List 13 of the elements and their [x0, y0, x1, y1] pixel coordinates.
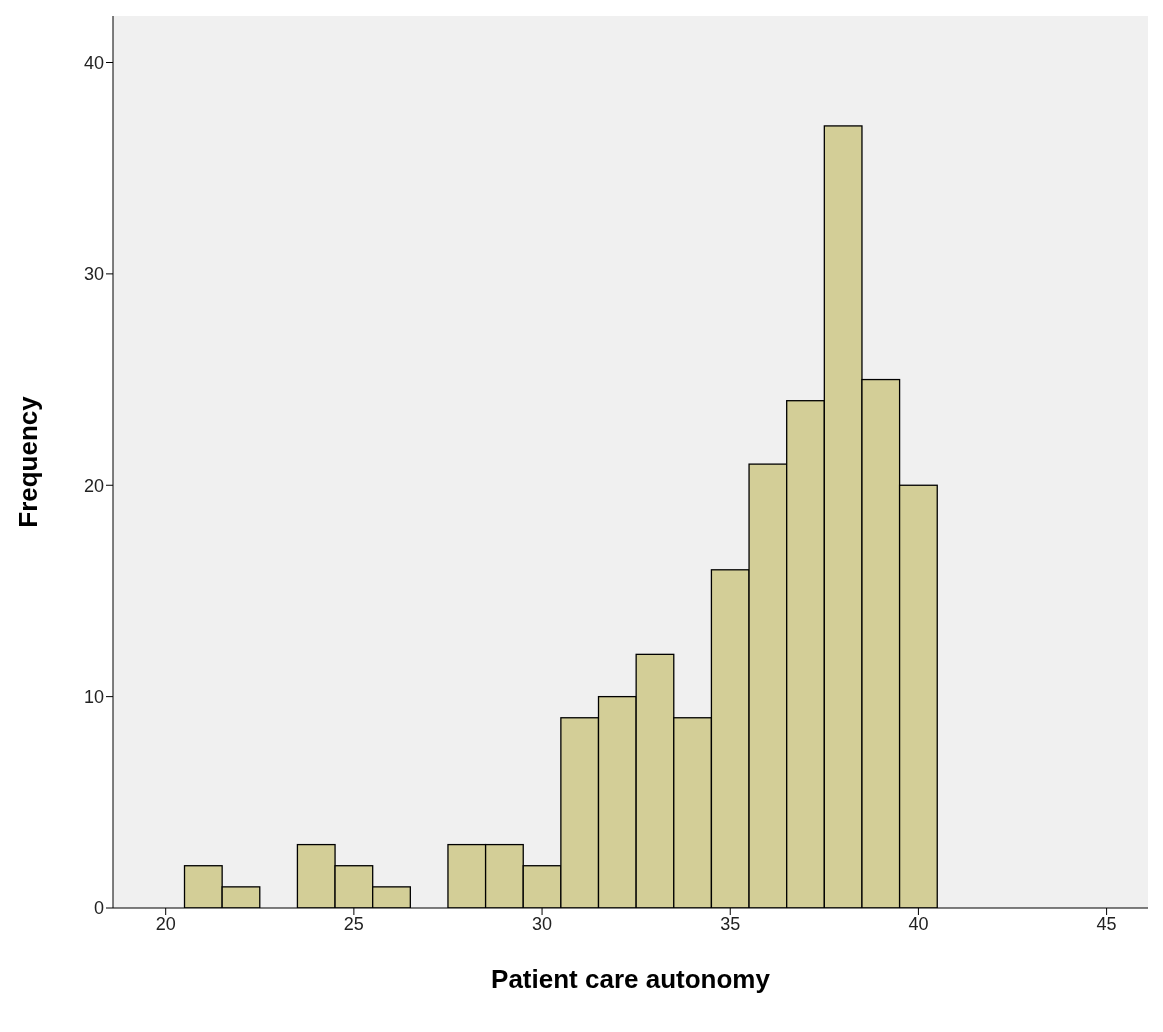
- x-tick-label: 40: [908, 913, 929, 934]
- x-tick-label: 35: [720, 913, 741, 934]
- y-axis-title: Frequency: [13, 395, 44, 528]
- y-tick-label: 10: [83, 687, 104, 708]
- y-tick-label: 20: [83, 475, 104, 496]
- x-tick-label: 45: [1096, 913, 1117, 934]
- x-tick-label: 30: [532, 913, 553, 934]
- x-tick-label: 25: [343, 913, 364, 934]
- y-tick-label: 40: [83, 52, 104, 73]
- x-tick-label: 20: [155, 913, 176, 934]
- y-tick-label: 0: [93, 898, 104, 919]
- y-tick-label: 30: [83, 264, 104, 285]
- x-axis-title: Patient care autonomy: [491, 964, 771, 994]
